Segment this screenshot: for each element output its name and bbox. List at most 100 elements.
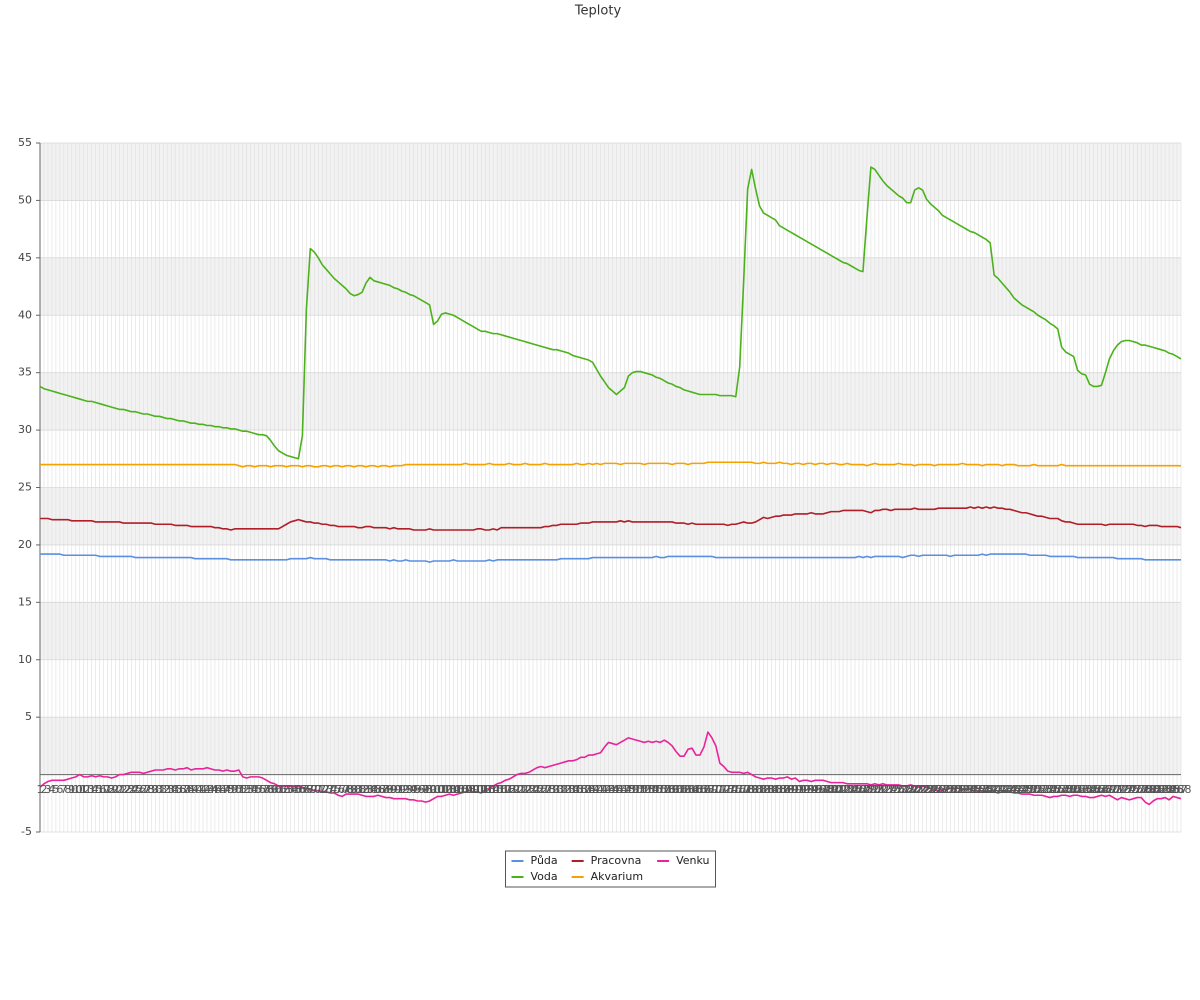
x-tick-label: 282 [1147,783,1168,796]
x-tick-label: 102 [431,783,452,796]
x-tick-label: 55 [248,783,262,796]
x-tick-label: 97 [415,783,429,796]
x-tick-label: 285 [1159,783,1180,796]
x-tick-label: 165 [682,783,703,796]
x-tick-label: 268 [1091,783,1112,796]
x-tick-label: 137 [570,783,591,796]
chart-title: Teploty [574,4,622,19]
x-tick-label: 218 [892,783,913,796]
x-tick-label: 59 [264,783,278,796]
x-tick-label: 247 [1008,783,1029,796]
x-tick-label: 65 [287,783,301,796]
x-tick-label: 9 [68,783,75,796]
x-tick-label: 68 [299,783,313,796]
x-tick-label: 62 [276,783,290,796]
x-tick-label: 69 [303,783,317,796]
x-tick-label: 178 [733,783,754,796]
y-tick-label: 20 [18,538,32,551]
x-tick-label: 256 [1043,783,1064,796]
x-tick-label: 150 [622,783,643,796]
x-tick-label: 29 [144,783,158,796]
grid-band [40,487,1181,545]
x-tick-label: 177 [729,783,750,796]
x-tick-label: 224 [916,783,937,796]
x-tick-label: 180 [741,783,762,796]
x-tick-label: 86 [371,783,385,796]
x-tick-label: 22 [116,783,130,796]
x-tick-label: 67 [295,783,309,796]
grid-band [40,372,1181,431]
x-tick-label: 234 [956,783,977,796]
grid-band [40,143,1181,201]
x-tick-label: 146 [606,783,627,796]
x-tick-label: 116 [487,783,508,796]
x-tick-label: 105 [443,783,464,796]
x-tick-label: 171 [705,783,726,796]
x-tick-label: 257 [1047,783,1068,796]
x-tick-label: 264 [1075,783,1096,796]
x-tick-label: 163 [674,783,695,796]
x-tick-label: 183 [753,783,774,796]
x-tick-label: 60 [268,783,282,796]
x-tick-label: 136 [566,783,587,796]
x-tick-label: 103 [435,783,456,796]
x-tick-label: 125 [522,783,543,796]
x-tick-label: 246 [1004,783,1025,796]
x-tick-label: 144 [598,783,619,796]
x-tick-label: 287 [1167,783,1188,796]
x-tick-label: 166 [685,783,706,796]
x-tick-label: 24 [124,783,138,796]
x-tick-label: 259 [1055,783,1076,796]
x-tick-label: 212 [868,783,889,796]
x-tick-label: 276 [1123,783,1144,796]
x-tick-label: 85 [367,783,381,796]
x-tick-label: 115 [483,783,504,796]
grid [39,142,1182,833]
y-tick-label: 35 [18,366,32,379]
grid-band [40,602,1181,660]
x-tick-label: 61 [272,783,286,796]
x-tick-label: 25 [128,783,142,796]
x-tick-label: 32 [156,783,170,796]
x-tick-label: 100 [423,783,444,796]
x-tick-label: 113 [475,783,496,796]
x-tick-label: 255 [1039,783,1060,796]
x-tick-label: 119 [499,783,520,796]
x-tick-label: 231 [944,783,965,796]
y-tick-label: 55 [18,136,32,149]
x-tick-label: 168 [693,783,714,796]
legend-label: Půda [531,854,558,867]
series-line [39,731,1182,806]
axes [36,142,1181,833]
x-tick-label: 186 [765,783,786,796]
x-tick-label: 262 [1067,783,1088,796]
x-tick-label: 245 [1000,783,1021,796]
x-tick-label: 118 [495,783,516,796]
x-tick-label: 3 [44,783,51,796]
x-tick-label: 269 [1095,783,1116,796]
x-tick-label: 216 [884,783,905,796]
x-tick-label: 147 [610,783,631,796]
x-tick-label: 127 [530,783,551,796]
x-tick-label: 30 [148,783,162,796]
x-tick-label: 158 [654,783,675,796]
x-tick-label: 142 [590,783,611,796]
x-tick-label: 145 [602,783,623,796]
x-tick-label: 217 [888,783,909,796]
y-tick-label: 50 [18,193,32,206]
x-tick-label: 12 [77,783,91,796]
x-tick-label: 253 [1031,783,1052,796]
x-tick-label: 43 [200,783,214,796]
x-tick-label: 169 [697,783,718,796]
x-tick-label: 160 [662,783,683,796]
x-tick-label: 272 [1107,783,1128,796]
x-tick-label: 143 [594,783,615,796]
x-tick-label: 275 [1119,783,1140,796]
x-tick-label: 23 [120,783,134,796]
x-tick-label: 203 [833,783,854,796]
x-tick-labels: 1234567891011121314151617181920212223242… [37,783,1192,796]
x-tick-label: 172 [709,783,730,796]
x-tick-label: 284 [1155,783,1176,796]
x-tick-label: 189 [777,783,798,796]
